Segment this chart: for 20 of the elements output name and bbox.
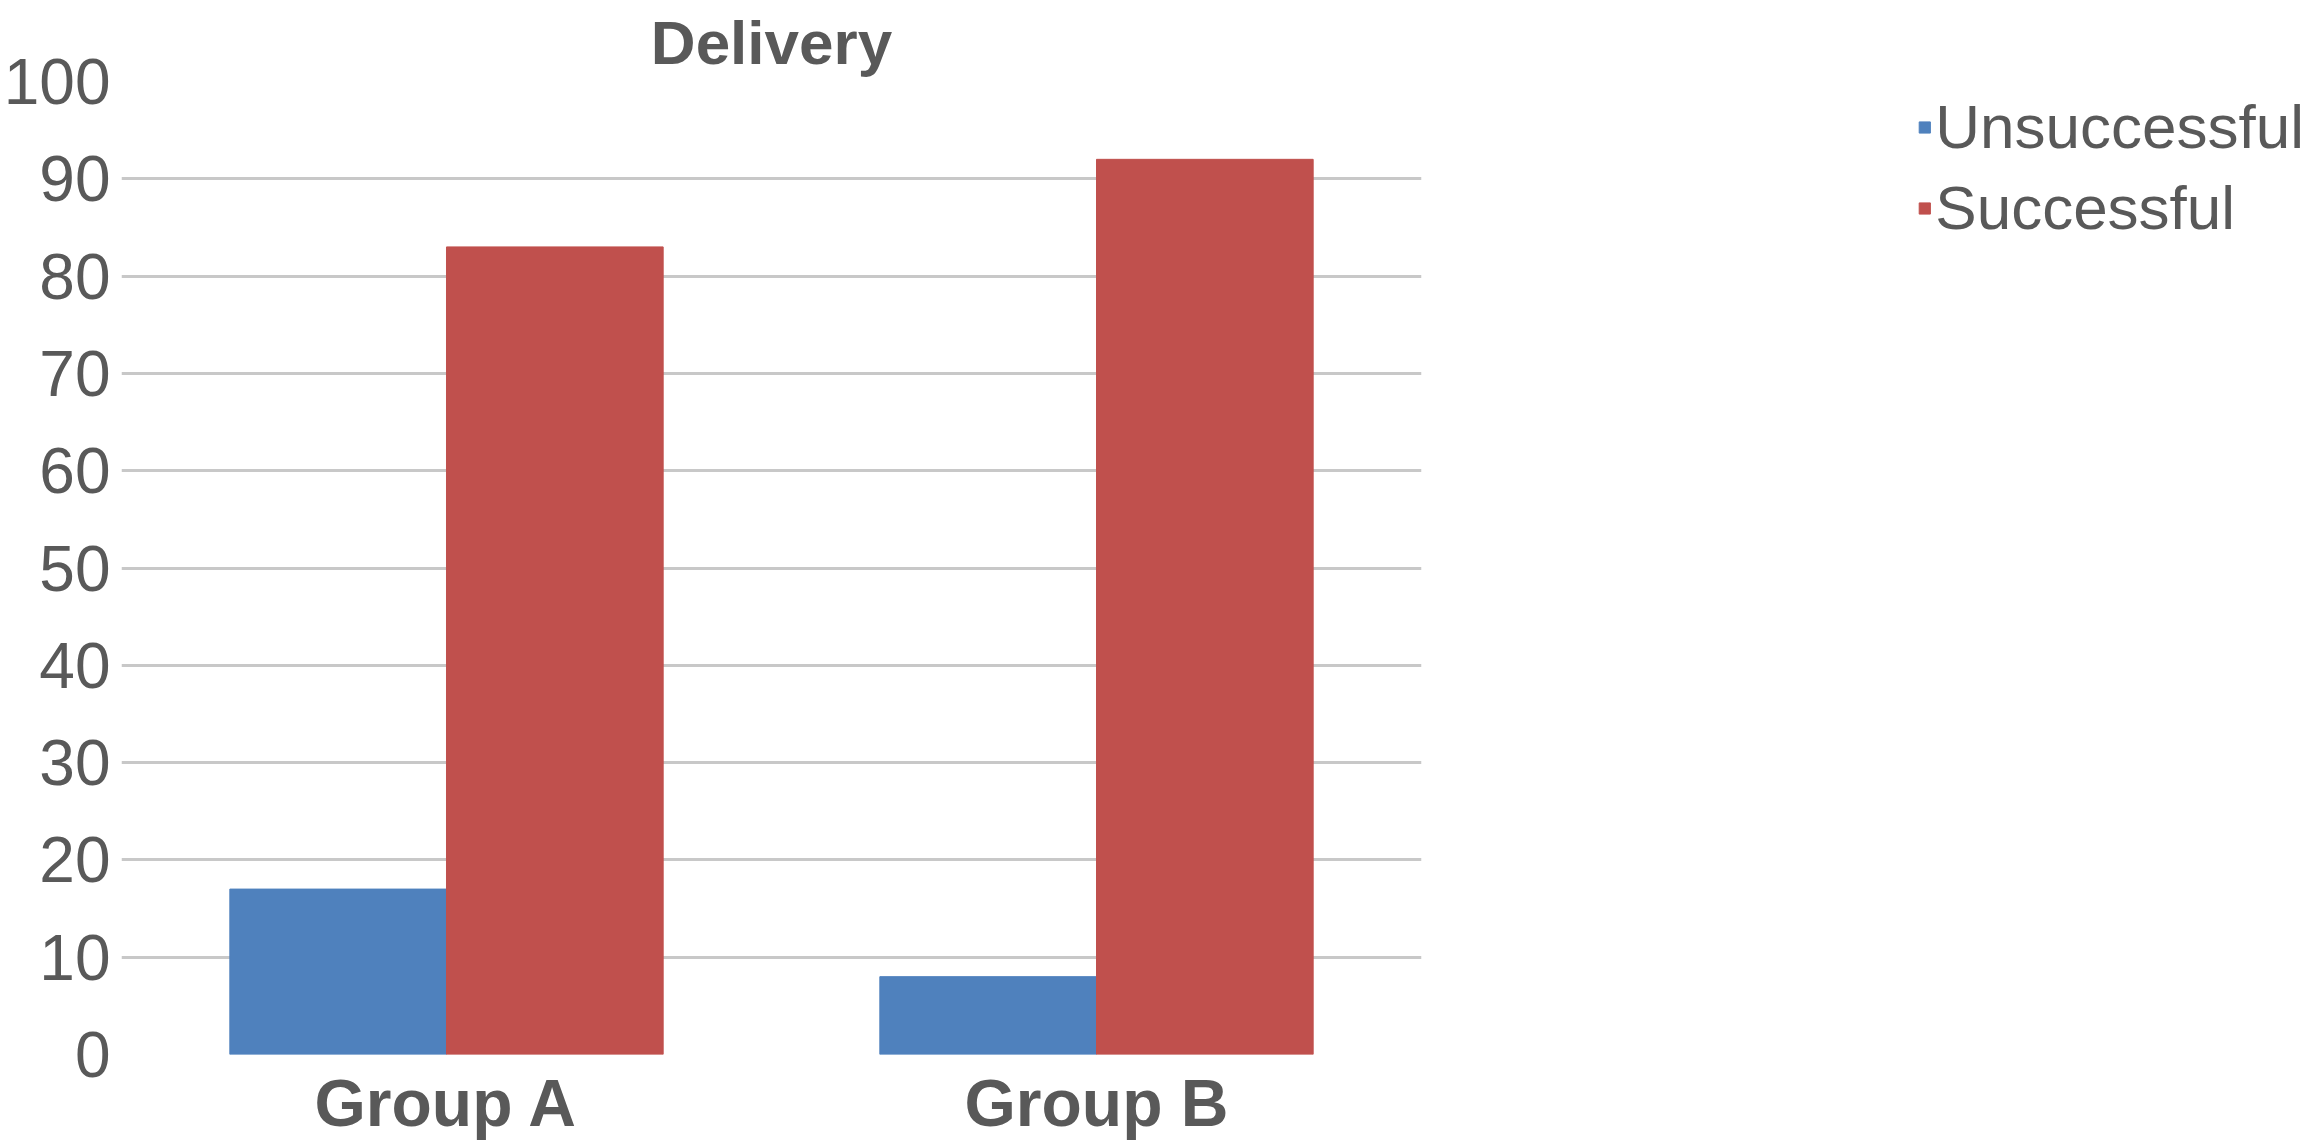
x-tick-label: Group B bbox=[964, 1065, 1229, 1140]
y-tick-label: 30 bbox=[39, 727, 111, 800]
legend-label: Unsuccessful bbox=[1935, 91, 2304, 162]
bar bbox=[879, 976, 1097, 1055]
bar bbox=[446, 246, 664, 1055]
y-tick-label: 0 bbox=[74, 1019, 111, 1091]
x-tick-label: Group A bbox=[314, 1065, 577, 1140]
y-tick-label: 80 bbox=[39, 240, 111, 313]
y-tick-label: 10 bbox=[39, 921, 111, 994]
y-tick-label: 100 bbox=[3, 46, 111, 118]
chart-title: Delivery bbox=[650, 7, 893, 77]
y-tick-label: 40 bbox=[39, 629, 111, 702]
legend-label: Successful bbox=[1935, 172, 2236, 243]
y-tick-label: 50 bbox=[39, 532, 111, 605]
y-tick-label: 60 bbox=[39, 435, 111, 508]
bar bbox=[1096, 158, 1314, 1055]
y-tick-label: 20 bbox=[39, 824, 111, 897]
bar bbox=[229, 888, 447, 1055]
y-tick-label: 70 bbox=[39, 337, 111, 410]
y-tick-label: 90 bbox=[39, 143, 111, 216]
